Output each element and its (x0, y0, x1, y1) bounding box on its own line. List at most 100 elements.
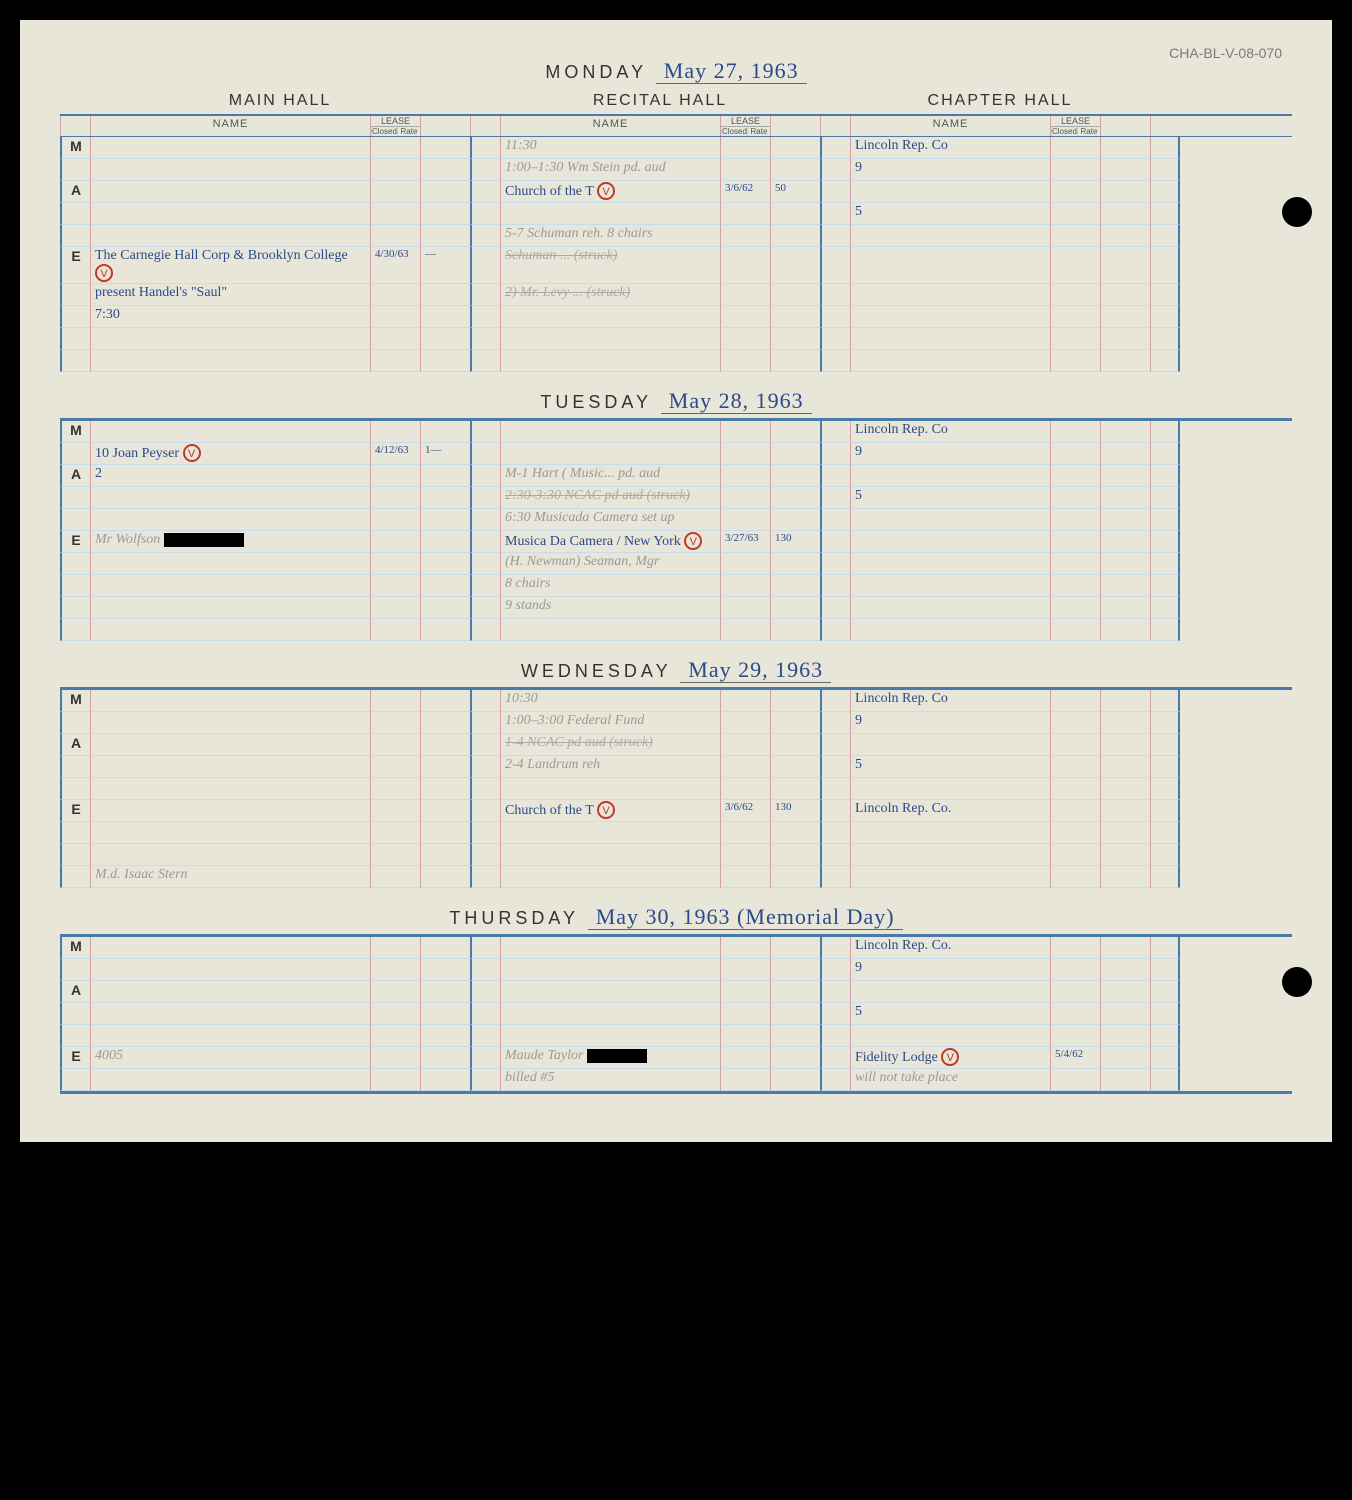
ledger-cell (720, 619, 770, 641)
ledger-cell (1100, 487, 1150, 509)
ledger-cell (370, 822, 420, 844)
ledger-cell: 8 chairs (500, 575, 720, 597)
ledger-cell: 5 (850, 487, 1050, 509)
ledger-cell (850, 181, 1050, 203)
punch-hole (1282, 967, 1312, 997)
ledger-cell (470, 328, 500, 350)
ledger-cell (820, 1069, 850, 1091)
ledger-cell (850, 350, 1050, 372)
ledger-cell: 50 (770, 181, 820, 203)
ledger-cell (470, 487, 500, 509)
ledger-cell (820, 756, 850, 778)
ledger-cell (420, 509, 470, 531)
ledger-cell (500, 866, 720, 888)
check-mark: V (95, 264, 113, 282)
ledger-cell (470, 597, 500, 619)
ledger-cell (500, 822, 720, 844)
period-label: A (60, 734, 90, 756)
ledger-cell (720, 690, 770, 712)
ledger-cell (470, 712, 500, 734)
ledger-cell (90, 597, 370, 619)
ledger-cell: 1:00–1:30 Wm Stein pd. aud (500, 159, 720, 181)
ledger-cell: 3/6/62 (720, 181, 770, 203)
ledger-cell (420, 284, 470, 306)
ledger-cell (1100, 531, 1150, 553)
ledger-cell (820, 800, 850, 822)
ledger-page: CHA-BL-V-08-070 MONDAY May 27, 1963 MAIN… (20, 20, 1332, 1142)
ledger-cell (850, 225, 1050, 247)
ledger-cell (420, 1025, 470, 1047)
ledger-cell (470, 225, 500, 247)
ledger-cell (470, 734, 500, 756)
ledger-cell (90, 712, 370, 734)
ledger-cell (1050, 509, 1100, 531)
ledger-cell (420, 937, 470, 959)
ledger-cell (1100, 1025, 1150, 1047)
ledger-cell (420, 866, 470, 888)
hall-main-title: MAIN HALL (90, 92, 470, 110)
period-label: A (60, 465, 90, 487)
ledger-cell (770, 981, 820, 1003)
redacted-block (164, 533, 244, 547)
ledger-cell (90, 328, 370, 350)
period-label (60, 844, 90, 866)
ledger-cell (500, 1003, 720, 1025)
ledger-cell (470, 800, 500, 822)
period-label (60, 822, 90, 844)
ledger-cell (1050, 203, 1100, 225)
ledger-cell (770, 937, 820, 959)
ledger-cell (1100, 597, 1150, 619)
ledger-cell (770, 553, 820, 575)
ledger-cell (820, 350, 850, 372)
period-label (60, 597, 90, 619)
ledger-cell (820, 844, 850, 866)
ledger-cell (420, 328, 470, 350)
ledger-cell (90, 1069, 370, 1091)
ledger-cell (370, 734, 420, 756)
ledger-cell (500, 619, 720, 641)
period-label (60, 1003, 90, 1025)
ledger-cell (470, 690, 500, 712)
period-label (60, 284, 90, 306)
ledger-monday: M11:30Lincoln Rep. Co1:00–1:30 Wm Stein … (60, 137, 1292, 372)
ledger-cell (370, 844, 420, 866)
ledger-cell (770, 690, 820, 712)
ledger-cell (850, 734, 1050, 756)
ledger-cell (720, 822, 770, 844)
ledger-cell (770, 509, 820, 531)
ledger-cell (90, 225, 370, 247)
check-mark: V (941, 1048, 959, 1066)
ledger-cell (1050, 844, 1100, 866)
ledger-cell: 10 Joan Peyser V (90, 443, 370, 465)
ledger-cell (850, 531, 1050, 553)
ledger-cell (1050, 553, 1100, 575)
ledger-cell (370, 575, 420, 597)
ledger-cell (1050, 1025, 1100, 1047)
ledger-cell (370, 1069, 420, 1091)
ledger-cell (720, 465, 770, 487)
ledger-cell (720, 203, 770, 225)
ledger-cell (370, 284, 420, 306)
col-name: NAME (90, 116, 370, 136)
ledger-cell (1100, 203, 1150, 225)
ledger-cell (370, 619, 420, 641)
ledger-cell (1050, 822, 1100, 844)
ledger-cell (470, 306, 500, 328)
ledger-cell (850, 306, 1050, 328)
ledger-cell (370, 712, 420, 734)
ledger-cell (470, 247, 500, 284)
ledger-cell (850, 844, 1050, 866)
ledger-cell (720, 597, 770, 619)
ledger-cell (720, 959, 770, 981)
ledger-cell (820, 981, 850, 1003)
ledger-cell (770, 734, 820, 756)
ledger-cell: 5-7 Schuman reh. 8 chairs (500, 225, 720, 247)
ledger-cell: Lincoln Rep. Co (850, 421, 1050, 443)
ledger-cell (1050, 778, 1100, 800)
ledger-cell (770, 1025, 820, 1047)
ledger-cell (770, 866, 820, 888)
ledger-cell (90, 778, 370, 800)
ledger-cell (1150, 822, 1180, 844)
ledger-cell (1050, 734, 1100, 756)
ledger-cell (370, 203, 420, 225)
